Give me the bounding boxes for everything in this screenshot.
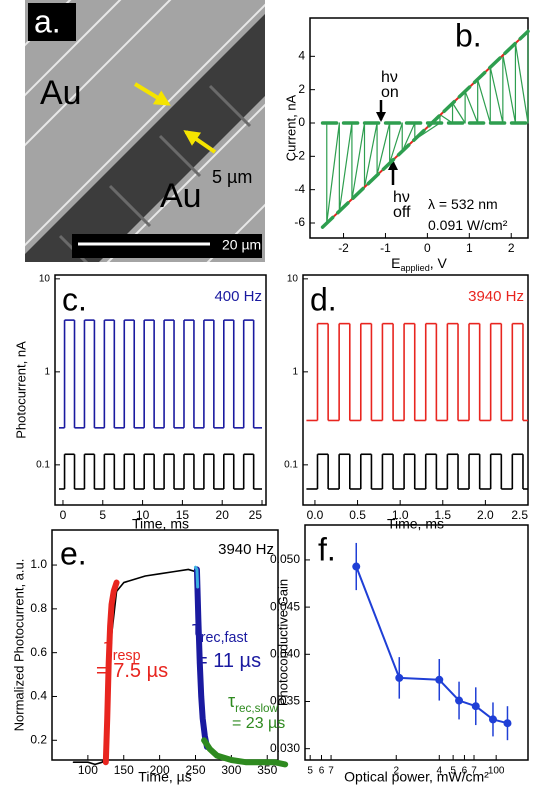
point <box>472 702 480 710</box>
y-axis-label: Photocurrent, nA <box>13 341 28 439</box>
x-tick-label: 0 <box>60 508 67 522</box>
x-tick-label: 25 <box>249 508 263 522</box>
x-tick-label: 100 <box>488 766 505 777</box>
x-tick-label: 300 <box>221 763 241 777</box>
point <box>489 715 497 723</box>
x-tick-label: 7 <box>328 766 334 777</box>
y-tick-label: -6 <box>294 215 305 229</box>
y-tick-label: 0.030 <box>270 741 300 755</box>
x-axis-label: Time, ms <box>387 516 444 532</box>
x-tick-label: -1 <box>380 241 391 255</box>
panel-label: a. <box>34 3 61 39</box>
page: a. Au Au 5 µm 20 µm -2-1012-6-4-2024Curr… <box>0 0 535 792</box>
y-tick-label: 1 <box>44 366 50 377</box>
text-part: applied <box>400 263 429 273</box>
point <box>352 563 360 571</box>
panel-label: d. <box>310 281 337 317</box>
y-tick-label: -4 <box>294 182 305 196</box>
y-tick-label: 0.2 <box>30 732 47 746</box>
x-tick-label: 5 <box>307 766 313 777</box>
panel-label: f. <box>318 531 336 567</box>
panel-label: b. <box>455 17 482 53</box>
x-tick-label: 6 <box>319 766 325 777</box>
x-axis-label: Optical power, mW/cm² <box>344 769 489 785</box>
scale-bar-label: 20 µm <box>222 237 261 253</box>
y-axis-label: Normalized Photocurrent, a.u. <box>11 559 26 732</box>
y-tick-label: 2 <box>298 82 305 96</box>
y-tick-label: 1.0 <box>30 557 47 571</box>
text-part: off <box>393 204 411 221</box>
annotation: off <box>393 204 411 221</box>
annotation: 3940 Hz <box>218 541 274 558</box>
annotation: 0.091 W/cm² <box>428 217 508 233</box>
y-tick-label: 0 <box>298 115 305 129</box>
annotation: 5 µm <box>212 167 252 187</box>
y-tick-label: 10 <box>39 273 51 284</box>
text-part: 3940 Hz <box>218 541 274 558</box>
point <box>395 674 403 682</box>
panel-label: e. <box>60 535 87 571</box>
plot-frame <box>305 525 528 760</box>
annotation: on <box>381 84 399 101</box>
annotation: 400 Hz <box>214 288 262 305</box>
text-part: , V <box>430 255 448 271</box>
text-part: = 23 µs <box>232 715 285 732</box>
text-part: λ = 532 nm <box>428 196 498 212</box>
y-tick-label: 0.1 <box>284 459 298 470</box>
text-part: on <box>381 84 399 101</box>
figure: a. Au Au 5 µm 20 µm -2-1012-6-4-2024Curr… <box>0 0 535 792</box>
panel-label: c. <box>62 281 87 317</box>
x-tick-label: 0.0 <box>307 508 324 522</box>
annotation: λ = 532 nm <box>428 196 498 212</box>
text-part: τ <box>228 691 235 711</box>
x-tick-label: -2 <box>338 241 349 255</box>
x-tick-label: 150 <box>114 763 134 777</box>
point <box>503 719 511 727</box>
annotation: Au <box>160 177 202 215</box>
x-tick-label: 2.5 <box>511 508 528 522</box>
point <box>435 676 443 684</box>
y-tick-label: 0.8 <box>30 601 47 615</box>
x-tick-label: 0 <box>424 241 431 255</box>
x-tick-label: 5 <box>99 508 106 522</box>
text-part: rec,fast <box>201 630 248 646</box>
point <box>455 697 463 705</box>
x-axis-label: Time, µs <box>138 769 191 785</box>
y-axis-label: Photoconductive Gain <box>275 579 290 706</box>
annotation: 3940 Hz <box>468 288 524 305</box>
annotation: = 23 µs <box>232 715 285 732</box>
text-part: E <box>391 255 400 271</box>
y-axis-label: Current, nA <box>283 94 298 161</box>
text-part: 3940 Hz <box>468 288 524 305</box>
x-tick-label: 1 <box>466 241 473 255</box>
x-tick-label: 0.5 <box>349 508 366 522</box>
text-part: = 11 µs <box>196 650 261 672</box>
y-tick-label: 0.1 <box>36 459 50 470</box>
y-tick-label: 0.4 <box>30 689 47 703</box>
y-tick-label: 4 <box>298 49 305 63</box>
y-tick-label: 0.6 <box>30 645 47 659</box>
x-tick-label: 100 <box>78 763 98 777</box>
x-axis-label: Eapplied, V <box>391 255 447 274</box>
annotation: Au <box>40 74 82 112</box>
text-part: 400 Hz <box>214 288 262 305</box>
connector <box>356 567 507 724</box>
y-tick-label: 1 <box>292 366 298 377</box>
x-tick-label: 20 <box>216 508 230 522</box>
y-tick-label: 10 <box>287 273 299 284</box>
x-tick-label: 2 <box>508 241 515 255</box>
x-tick-label: 2.0 <box>477 508 494 522</box>
y-tick-label: 0.050 <box>270 552 300 566</box>
annotation: = 11 µs <box>196 650 261 672</box>
text-part: 0.091 W/cm² <box>428 217 508 233</box>
